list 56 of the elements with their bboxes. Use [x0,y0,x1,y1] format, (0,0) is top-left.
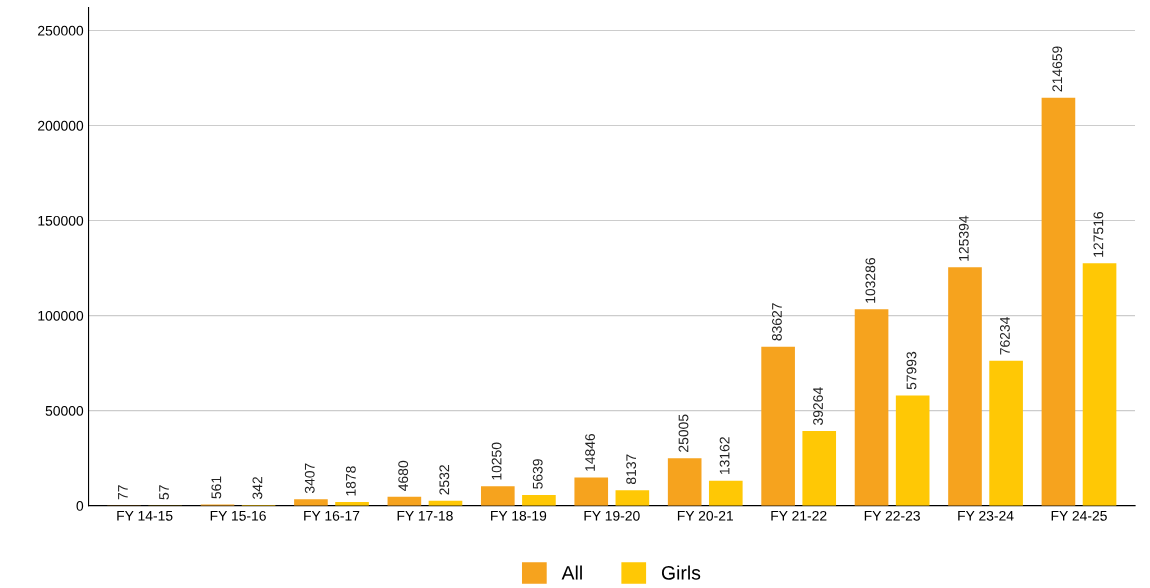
bar [1041,97,1076,506]
bar [522,494,556,506]
data-label: 13162 [719,437,730,475]
data-label: 125394 [958,215,969,261]
y-tick-label: 100000 [38,310,84,321]
bar [802,431,837,506]
legend-label: All [561,565,582,580]
data-label: 1878 [345,466,356,496]
data-label: 127516 [1093,211,1104,257]
bar [294,499,328,506]
data-label: 14846 [585,433,595,471]
x-tick-label: FY 16-17 [304,510,360,521]
x-tick-label: FY 24-25 [1051,510,1107,521]
y-tick-label: 150000 [38,215,84,226]
bar [1082,263,1117,506]
y-tick-label: 250000 [38,25,84,36]
data-label: 4680 [398,460,409,491]
x-tick-label: FY 18-19 [491,510,547,521]
bar [615,490,650,506]
x-tick-label: FY 20-21 [677,510,733,521]
bar [574,477,609,506]
data-label: 103286 [865,258,876,303]
data-label: 3407 [304,463,315,494]
bar [895,395,930,506]
data-label: 76234 [1000,317,1010,355]
data-label: 77 [118,485,128,500]
data-label: 25005 [678,414,689,452]
data-label: 39264 [813,387,823,425]
x-tick-label: FY 17-18 [397,510,453,521]
data-label: 342 [252,477,263,499]
data-label: 8137 [626,454,637,485]
data-label: 83627 [772,303,782,341]
x-tick-label: FY 19-20 [584,510,640,521]
legend-label: Girls [661,565,701,580]
y-tick-label: 200000 [38,120,84,131]
bar [480,486,515,506]
bar [854,309,889,506]
data-label: 5639 [532,459,543,489]
bar [708,480,743,506]
x-tick-label: FY 22-23 [864,510,920,521]
data-label: 2532 [439,465,450,495]
bar [989,360,1023,506]
x-tick-label: FY 15-16 [210,510,266,521]
y-tick-label: 50000 [45,405,84,416]
data-label: 561 [211,476,222,499]
x-tick-label: FY 23-24 [958,510,1014,521]
data-label: 10250 [491,442,502,480]
y-tick-label: 0 [76,501,84,511]
bar [948,267,982,506]
bar [667,458,702,506]
bar [761,346,795,506]
data-label: 57 [159,485,169,500]
data-label: 214659 [1052,46,1063,92]
x-tick-label: FY 21-22 [771,510,827,521]
x-tick-label: FY 14-15 [117,511,173,521]
data-label: 57993 [906,351,917,390]
